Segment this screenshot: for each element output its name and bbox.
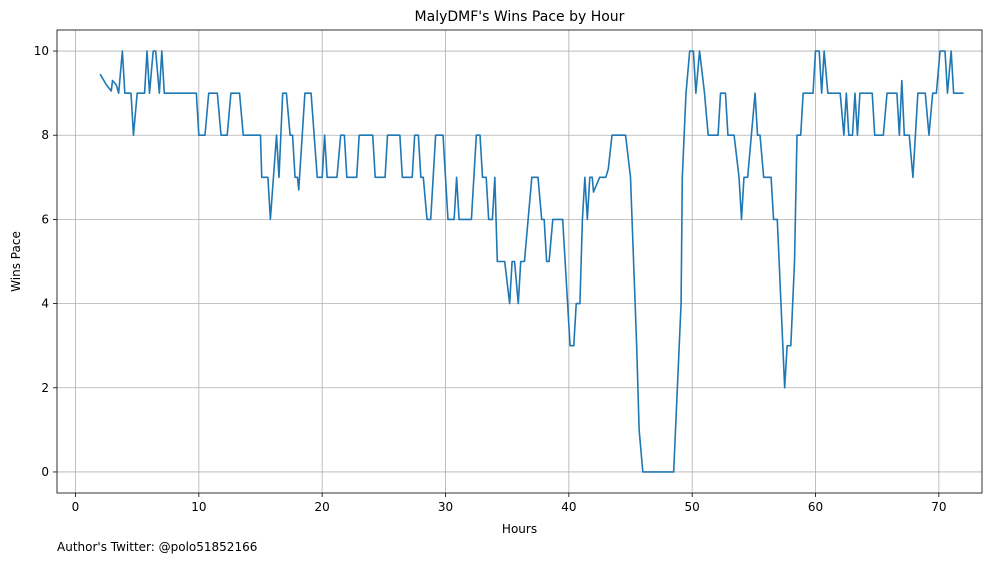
plot-frame [56, 29, 983, 494]
x-tick-label: 10 [191, 500, 206, 514]
x-tick-label: 40 [561, 500, 576, 514]
chart-title: MalyDMF's Wins Pace by Hour [415, 9, 625, 25]
x-tick-label: 60 [808, 500, 823, 514]
x-ticks: 0 10 20 30 40 50 60 70 [72, 493, 946, 514]
grid [57, 30, 982, 493]
y-tick-label: 0 [41, 465, 49, 479]
x-axis-label: Hours [502, 522, 537, 536]
y-tick-label: 8 [41, 128, 49, 142]
series-line [99, 50, 964, 473]
y-tick-label: 4 [41, 297, 49, 311]
y-ticks: 0 2 4 6 8 10 [34, 44, 57, 479]
x-tick-label: 20 [315, 500, 330, 514]
y-tick-label: 2 [41, 381, 49, 395]
series-layer [99, 50, 964, 473]
x-tick-label: 30 [438, 500, 453, 514]
y-tick-label: 6 [41, 212, 49, 226]
x-tick-label: 50 [685, 500, 700, 514]
y-axis-label: Wins Pace [9, 231, 23, 292]
x-tick-label: 70 [931, 500, 946, 514]
author-footnote: Author's Twitter: @polo51852166 [57, 540, 258, 554]
x-tick-label: 0 [72, 500, 80, 514]
y-tick-label: 10 [34, 44, 49, 58]
